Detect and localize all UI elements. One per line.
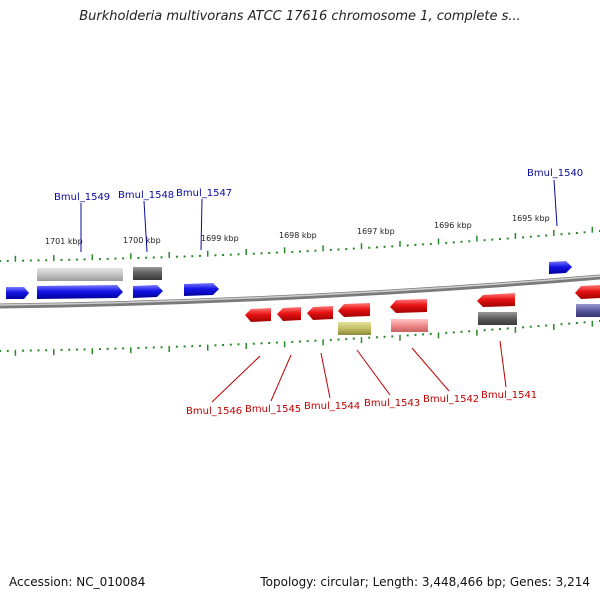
gene-arrow-bmul-1540[interactable] — [549, 261, 572, 274]
map-title: Burkholderia multivorans ATCC 17616 chro… — [79, 9, 521, 24]
gene-label-bmul-1541[interactable]: Bmul_1541 — [481, 390, 537, 401]
gene-label-bmul-1543[interactable]: Bmul_1543 — [364, 398, 420, 409]
callout-line-bmul-1548 — [143, 200, 148, 253]
kbp-label: 1695 kbp — [512, 214, 550, 223]
callout-line-bmul-1540 — [553, 179, 558, 227]
callout-line-bmul-1543 — [356, 349, 391, 396]
gene-label-bmul-1542[interactable]: Bmul_1542 — [423, 394, 479, 405]
gene-label-bmul-1545[interactable]: Bmul_1545 — [245, 404, 301, 415]
callout-line-bmul-1545 — [270, 354, 292, 402]
callout-line-bmul-1544 — [320, 352, 331, 399]
gene-arrow-bmul-1548[interactable] — [133, 285, 163, 298]
callout-line-bmul-1541 — [499, 340, 507, 388]
gene-arrow-bmul-1547[interactable] — [184, 283, 219, 296]
feature-bar-purple[interactable] — [576, 304, 600, 317]
callout-line-bmul-1546 — [211, 355, 261, 403]
kbp-label: 1701 kbp — [45, 237, 83, 246]
gene-arrow-bmul-1549[interactable] — [37, 285, 123, 299]
chromosome-backbone-highlight — [0, 275, 600, 306]
gene-label-bmul-1549[interactable]: Bmul_1549 — [54, 192, 110, 203]
gene-label-bmul-1548[interactable]: Bmul_1548 — [118, 190, 174, 201]
gene-label-bmul-1540[interactable]: Bmul_1540 — [527, 168, 583, 179]
gene-label-bmul-1544[interactable]: Bmul_1544 — [304, 401, 360, 412]
kbp-label: 1700 kbp — [123, 236, 161, 245]
chromosome-backbone — [0, 274, 600, 309]
gene-arrow-reverse-edge[interactable] — [575, 285, 600, 299]
gene-arrow-bmul-1546[interactable] — [245, 308, 271, 322]
gene-arrow-bmul-1545[interactable] — [277, 307, 301, 321]
gene-label-bmul-1546[interactable]: Bmul_1546 — [186, 406, 242, 417]
gene-arrow-bmul-1542[interactable] — [390, 299, 427, 313]
kbp-tick-row-outer — [0, 226, 600, 262]
callout-line-bmul-1542 — [411, 347, 450, 392]
kbp-label: 1698 kbp — [279, 231, 317, 240]
gene-arrow-bmul-1541[interactable] — [477, 293, 515, 307]
feature-bar-dark-gray[interactable] — [133, 267, 162, 280]
callout-line-bmul-1547 — [200, 198, 203, 251]
gene-arrow-forward[interactable] — [6, 287, 29, 299]
kbp-label: 1697 kbp — [357, 227, 395, 236]
feature-bar-light-gray[interactable] — [37, 268, 123, 281]
gene-arrow-bmul-1543[interactable] — [338, 303, 370, 317]
kbp-label: 1699 kbp — [201, 234, 239, 243]
feature-bar-olive[interactable] — [338, 322, 371, 335]
topology-label: Topology: circular; Length: 3,448,466 bp… — [260, 575, 590, 589]
kbp-tick-row-inner — [0, 320, 600, 356]
gene-label-bmul-1547[interactable]: Bmul_1547 — [176, 188, 232, 199]
accession-label: Accession: NC_010084 — [9, 575, 146, 589]
kbp-label: 1696 kbp — [434, 221, 472, 230]
feature-bar-dark-gray-reverse[interactable] — [478, 312, 517, 325]
gene-arrow-bmul-1544[interactable] — [307, 306, 333, 320]
feature-bar-pink[interactable] — [391, 319, 428, 332]
